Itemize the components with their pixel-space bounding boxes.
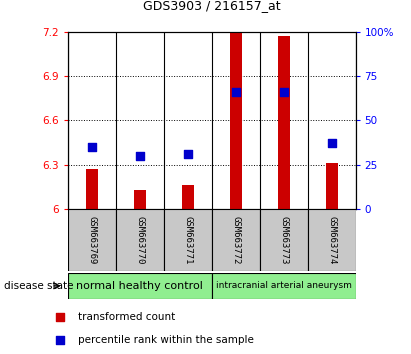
Text: transformed count: transformed count (78, 312, 175, 322)
Point (136, 153, 143, 159)
Bar (212, 273, 356, 299)
Text: GSM663769: GSM663769 (87, 216, 96, 264)
Text: GSM663774: GSM663774 (327, 216, 336, 264)
Bar (68, 273, 212, 299)
Bar (230, 32, 242, 209)
Bar (182, 185, 194, 209)
Text: GSM663770: GSM663770 (135, 216, 144, 264)
Text: percentile rank within the sample: percentile rank within the sample (78, 335, 254, 346)
Point (185, 151, 191, 157)
Point (232, 89, 239, 95)
Bar (134, 190, 146, 209)
Text: disease state: disease state (4, 281, 74, 291)
Bar (277, 36, 290, 209)
Point (56, 337, 63, 343)
Text: GSM663771: GSM663771 (183, 216, 192, 264)
Point (88, 144, 95, 150)
Point (328, 141, 335, 146)
Text: GDS3903 / 216157_at: GDS3903 / 216157_at (143, 0, 280, 12)
Bar (212, 209, 260, 271)
Text: GSM663773: GSM663773 (279, 216, 288, 264)
Point (280, 89, 287, 95)
Bar (326, 163, 337, 209)
Bar (164, 209, 212, 271)
Bar (116, 209, 164, 271)
Bar (307, 209, 356, 271)
Text: normal healthy control: normal healthy control (76, 281, 203, 291)
Point (56, 314, 63, 320)
Bar (68, 209, 116, 271)
Text: GSM663772: GSM663772 (231, 216, 240, 264)
Bar (260, 209, 307, 271)
Text: intracranial arterial aneurysm: intracranial arterial aneurysm (216, 281, 351, 290)
Bar (86, 169, 98, 209)
